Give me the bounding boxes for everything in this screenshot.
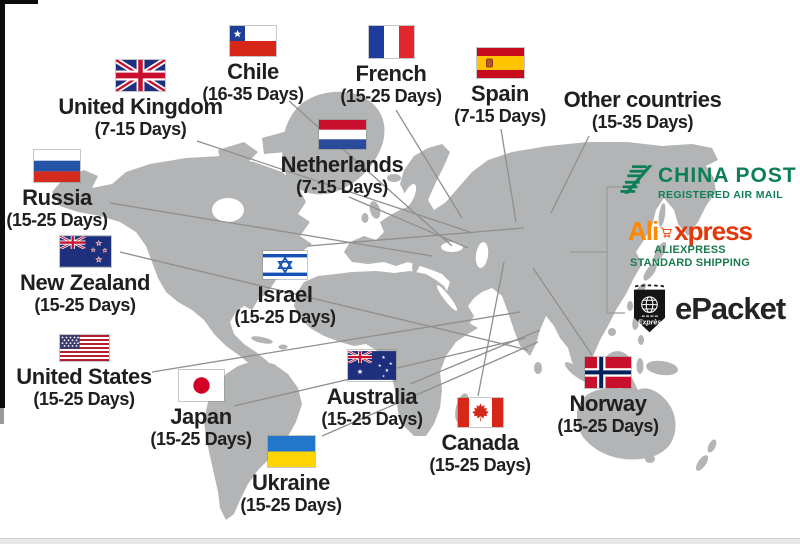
country-norway: Norway (15-25 Days)	[532, 356, 684, 437]
bottom-bar	[0, 538, 800, 544]
country-days: (15-25 Days)	[240, 495, 342, 516]
epacket-logo: Exprès ePacket	[633, 283, 786, 335]
country-israel: Israel (15-25 Days)	[214, 250, 356, 328]
country-russia: Russia (15-25 Days)	[0, 149, 114, 231]
country-days: (15-25 Days)	[6, 210, 108, 231]
country-united-states: United States (15-25 Days)	[4, 334, 164, 410]
country-name: Chile	[227, 59, 279, 84]
epacket-title: ePacket	[675, 291, 786, 326]
country-name: Ukraine	[252, 470, 330, 495]
country-days: (15-25 Days)	[340, 86, 442, 107]
country-japan: Japan (15-25 Days)	[126, 369, 276, 450]
country-days: (15-25 Days)	[34, 295, 136, 316]
country-days: (15-25 Days)	[234, 307, 336, 328]
shopping-cart-icon	[660, 227, 672, 238]
country-chile: Chile (16-35 Days)	[178, 25, 328, 105]
country-days: (7-15 Days)	[454, 106, 546, 127]
country-days: (7-15 Days)	[296, 177, 388, 198]
country-other-countries: Other countries (15-35 Days)	[545, 87, 740, 133]
flag-japan-icon	[177, 369, 225, 402]
aliexpress-logo: Ali xpress ALIEXPRESS STANDARD SHIPPING	[628, 216, 753, 270]
flag-france-icon	[367, 25, 415, 59]
flag-united-kingdom-icon	[115, 59, 166, 92]
country-name: Canada	[441, 430, 519, 455]
china-post-title: CHINA POST	[658, 164, 797, 187]
country-days: (16-35 Days)	[202, 84, 304, 105]
country-name: Spain	[471, 81, 529, 106]
country-name: United States	[16, 364, 152, 389]
flag-netherlands-icon	[317, 119, 367, 150]
country-name: Australia	[326, 384, 418, 409]
country-spain: Spain (7-15 Days)	[424, 47, 576, 127]
country-canada: Canada (15-25 Days)	[406, 397, 554, 476]
country-days: (15-25 Days)	[321, 409, 423, 430]
country-french: French (15-25 Days)	[315, 25, 467, 107]
china-post-subtitle: REGISTERED AIR MAIL	[658, 189, 784, 201]
country-name: Israel	[257, 282, 313, 307]
country-name: Russia	[22, 185, 92, 210]
flag-norway-icon	[584, 356, 632, 389]
inland-seas	[212, 184, 489, 311]
connector-lines	[109, 100, 593, 437]
top-edge-artifact	[0, 0, 38, 4]
flag-russia-icon	[33, 149, 81, 183]
country-name: Japan	[170, 404, 232, 429]
left-edge-artifact	[0, 0, 5, 408]
aliexpress-brand-suffix: xpress	[674, 216, 753, 246]
logo-bracket	[570, 186, 627, 314]
epacket-badge-icon: Exprès	[633, 284, 666, 333]
aliexpress-subtitle-1: ALIEXPRESS	[654, 244, 726, 256]
aliexpress-subtitle-2: STANDARD SHIPPING	[630, 257, 750, 270]
country-name: New Zealand	[19, 270, 151, 295]
flag-chile-icon	[229, 25, 277, 57]
country-netherlands: Netherlands (7-15 Days)	[262, 119, 422, 198]
flag-israel-icon	[262, 250, 308, 280]
country-days: (15-25 Days)	[429, 455, 531, 476]
country-australia: Australia (15-25 Days)	[296, 349, 448, 430]
country-days: (15-25 Days)	[33, 389, 135, 410]
left-edge-artifact-tail	[0, 408, 4, 424]
china-post-logo: CHINA POST REGISTERED AIR MAIL	[620, 165, 797, 201]
flag-new-zealand-icon	[58, 235, 112, 268]
flag-spain-icon	[475, 47, 525, 79]
country-ukraine: Ukraine (15-25 Days)	[216, 435, 366, 516]
flag-united-states-icon	[58, 334, 110, 362]
country-new-zealand: New Zealand (15-25 Days)	[4, 235, 166, 316]
flag-ukraine-icon	[266, 435, 316, 468]
country-name: Other countries	[563, 87, 722, 112]
country-name: Netherlands	[280, 152, 404, 177]
flag-australia-icon	[347, 349, 397, 382]
aliexpress-brand-prefix: Ali	[628, 216, 659, 246]
china-post-emblem-icon	[620, 165, 653, 194]
country-days: (15-25 Days)	[557, 416, 659, 437]
country-days: (15-25 Days)	[150, 429, 252, 450]
country-days: (15-35 Days)	[591, 112, 694, 133]
country-united-kingdom: United Kingdom (7-15 Days)	[28, 59, 253, 140]
country-days: (7-15 Days)	[94, 119, 187, 140]
country-name: Norway	[569, 391, 647, 416]
flag-canada-icon	[456, 397, 504, 428]
country-name: United Kingdom	[58, 94, 223, 119]
epacket-badge-label: Exprès	[638, 320, 661, 327]
country-name: French	[355, 61, 427, 86]
